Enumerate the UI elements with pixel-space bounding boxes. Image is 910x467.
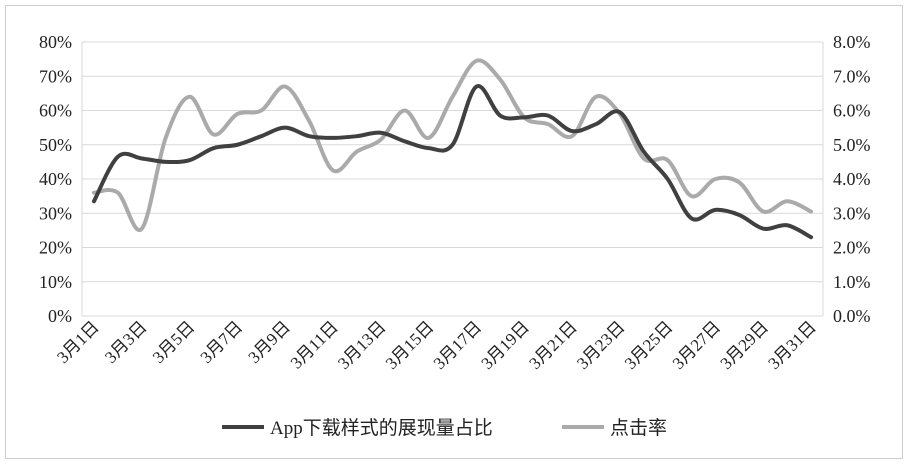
left-tick-label: 10% bbox=[39, 272, 72, 292]
x-axis-ticks: 3月1日3月3日3月5日3月7日3月9日3月11日3月13日3月15日3月17日… bbox=[53, 317, 820, 373]
left-tick-label: 0% bbox=[48, 306, 72, 326]
left-axis-ticks: 0% 10% 20% 30% 40% 50% 60% 70% 80% bbox=[39, 32, 72, 326]
right-tick-label: 7.0% bbox=[833, 66, 871, 86]
x-tick-label: 3月21日 bbox=[525, 317, 581, 373]
x-tick-label: 3月7日 bbox=[197, 317, 246, 366]
x-tick-label: 3月15日 bbox=[382, 317, 438, 373]
left-tick-label: 50% bbox=[39, 135, 72, 155]
x-tick-label: 3月17日 bbox=[430, 317, 486, 373]
legend-label-ctr: 点击率 bbox=[610, 417, 667, 439]
x-tick-label: 3月13日 bbox=[334, 317, 390, 373]
right-tick-label: 4.0% bbox=[833, 169, 871, 189]
right-tick-label: 2.0% bbox=[833, 238, 871, 258]
right-tick-label: 6.0% bbox=[833, 101, 871, 121]
x-tick-label: 3月29日 bbox=[717, 317, 773, 373]
legend-label-app-share: App下载样式的展现量占比 bbox=[270, 417, 493, 439]
left-tick-label: 20% bbox=[39, 238, 72, 258]
chart-frame bbox=[5, 5, 903, 459]
left-tick-label: 70% bbox=[39, 66, 72, 86]
right-tick-label: 5.0% bbox=[833, 135, 871, 155]
series-line-ctr bbox=[91, 58, 814, 232]
x-tick-label: 3月11日 bbox=[287, 317, 342, 372]
x-tick-label: 3月3日 bbox=[101, 317, 150, 366]
series-lines bbox=[91, 58, 814, 240]
legend: App下载样式的展现量占比 点击率 bbox=[222, 417, 667, 439]
x-tick-label: 3月27日 bbox=[669, 317, 725, 373]
gridlines bbox=[81, 41, 824, 317]
right-axis-ticks: 0.0% 1.0% 2.0% 3.0% 4.0% 5.0% 6.0% 7.0% 8.0% bbox=[833, 32, 871, 326]
x-tick-label: 3月31日 bbox=[764, 317, 820, 373]
left-tick-label: 40% bbox=[39, 169, 72, 189]
x-tick-label: 3月5日 bbox=[149, 317, 198, 366]
x-tick-label: 3月19日 bbox=[478, 317, 534, 373]
right-tick-label: 3.0% bbox=[833, 203, 871, 223]
x-tick-label: 3月25日 bbox=[621, 317, 677, 373]
right-tick-label: 8.0% bbox=[833, 32, 871, 52]
left-tick-label: 60% bbox=[39, 101, 72, 121]
series-line-app-share bbox=[91, 84, 814, 240]
x-tick-label: 3月23日 bbox=[573, 317, 629, 373]
right-tick-label: 0.0% bbox=[833, 306, 871, 326]
left-tick-label: 30% bbox=[39, 203, 72, 223]
left-tick-label: 80% bbox=[39, 32, 72, 52]
right-tick-label: 1.0% bbox=[833, 272, 871, 292]
